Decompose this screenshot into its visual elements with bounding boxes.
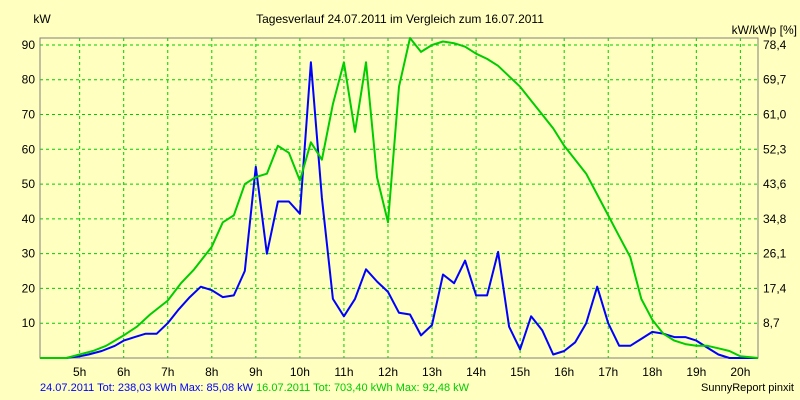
y-tick-left-label: 80 (22, 73, 36, 87)
y-tick-left-label: 60 (22, 142, 36, 156)
y-tick-left-label: 40 (22, 212, 36, 226)
x-tick-label: 19h (686, 365, 706, 379)
y-tick-right-label: 34,8 (763, 212, 787, 226)
x-tick-label: 20h (730, 365, 750, 379)
x-tick-label: 10h (290, 365, 310, 379)
y-tick-left-label: 30 (22, 247, 36, 261)
x-tick-label: 7h (161, 365, 174, 379)
x-tick-label: 15h (510, 365, 530, 379)
y-tick-right-label: 78,4 (763, 38, 787, 52)
y-ticks-right: 8,7 17,4 26,1 34,8 43,6 52,3 61,0 69,7 78,4 (763, 38, 787, 330)
x-tick-label: 14h (466, 365, 486, 379)
x-tick-label: 9h (249, 365, 262, 379)
y-tick-right-label: 17,4 (763, 281, 787, 295)
x-tick-label: 13h (422, 365, 442, 379)
y-axis-right-label: kW/kWp [%] (732, 23, 797, 37)
x-tick-label: 12h (378, 365, 398, 379)
y-ticks-left: 10 20 30 40 50 60 70 80 90 (22, 38, 36, 330)
y-tick-right-label: 8,7 (763, 316, 780, 330)
x-ticks: 5h 6h 7h 8h 9h 10h 11h 12h 13h 14h 15h 16h 17h 18h 19h… (73, 365, 750, 379)
plot-area-border (39, 37, 759, 359)
grid (40, 38, 758, 358)
footer-summary: 24.07.2011 Tot: 238,03 kWh Max: 85,08 kW… (40, 382, 469, 394)
y-tick-right-label: 43,6 (763, 177, 787, 191)
y-tick-left-label: 70 (22, 108, 36, 122)
y-tick-left-label: 10 (22, 316, 36, 330)
series2-summary: 16.07.2011 Tot: 703,40 kWh Max: 92,48 kW (256, 382, 470, 394)
x-tick-label: 11h (334, 365, 353, 379)
y-tick-left-label: 90 (22, 38, 36, 52)
x-tick-label: 18h (642, 365, 662, 379)
brand-label: SunnyReport pinxit (701, 382, 794, 394)
y-tick-left-label: 20 (22, 281, 36, 295)
y-tick-right-label: 61,0 (763, 108, 787, 122)
x-tick-label: 6h (117, 365, 130, 379)
y-tick-right-label: 69,7 (763, 73, 787, 87)
y-tick-right-label: 52,3 (763, 142, 787, 156)
y-tick-right-label: 26,1 (763, 247, 787, 261)
x-tick-label: 17h (598, 365, 618, 379)
series1-summary: 24.07.2011 Tot: 238,03 kWh Max: 85,08 kW (40, 382, 253, 394)
y-axis-left-label: kW (33, 12, 51, 26)
series-line-24-07 (40, 61, 758, 359)
series-line-16-07 (40, 37, 759, 359)
chart-title: Tagesverlauf 24.07.2011 im Vergleich zum… (256, 12, 544, 26)
series-lines (40, 37, 759, 359)
x-tick-label: 16h (554, 365, 574, 379)
y-tick-left-label: 50 (22, 177, 36, 191)
x-tick-label: 5h (73, 365, 86, 379)
x-tick-label: 8h (205, 365, 218, 379)
